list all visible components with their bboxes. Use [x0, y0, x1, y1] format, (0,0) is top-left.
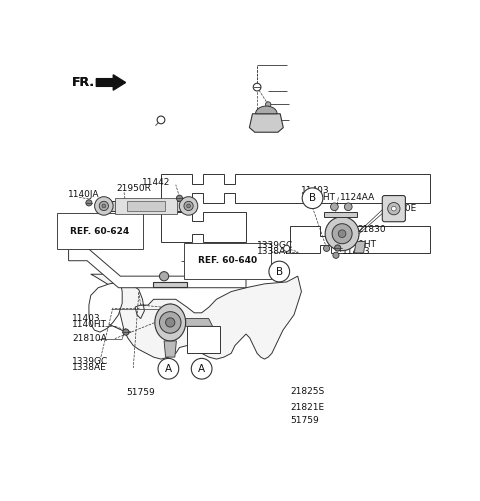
Circle shape [158, 358, 179, 379]
Polygon shape [91, 274, 301, 359]
Circle shape [331, 203, 338, 210]
Text: 11442: 11442 [142, 177, 170, 186]
FancyBboxPatch shape [382, 195, 406, 222]
Circle shape [324, 245, 330, 252]
Polygon shape [290, 226, 430, 253]
Circle shape [86, 200, 92, 206]
Circle shape [253, 83, 261, 91]
Text: 21810A: 21810A [72, 334, 107, 343]
Polygon shape [161, 174, 430, 203]
Circle shape [333, 252, 339, 259]
Circle shape [338, 230, 346, 237]
Text: FR.: FR. [72, 76, 96, 89]
Polygon shape [155, 304, 186, 341]
Text: 1140HT: 1140HT [301, 192, 336, 201]
Text: A: A [198, 364, 205, 374]
Polygon shape [250, 114, 283, 132]
Text: 21830: 21830 [357, 225, 385, 234]
Circle shape [284, 245, 290, 252]
Polygon shape [161, 212, 246, 242]
Polygon shape [89, 282, 122, 332]
Text: REF. 60-624: REF. 60-624 [71, 227, 130, 236]
Text: B: B [276, 267, 283, 277]
Circle shape [265, 102, 271, 107]
Text: 1124AA: 1124AA [340, 192, 375, 201]
Text: B: B [309, 193, 316, 203]
Circle shape [95, 197, 113, 215]
Text: 11403: 11403 [301, 186, 330, 195]
Text: 1338AE: 1338AE [72, 363, 107, 372]
Text: 21950R: 21950R [116, 184, 151, 193]
Circle shape [157, 116, 165, 124]
Circle shape [159, 272, 168, 281]
Circle shape [99, 201, 108, 210]
Polygon shape [127, 200, 166, 211]
Polygon shape [187, 326, 220, 353]
Circle shape [176, 195, 182, 201]
Text: 1140HT: 1140HT [342, 240, 377, 249]
Circle shape [345, 203, 352, 210]
Circle shape [325, 217, 359, 250]
Text: 11403: 11403 [72, 314, 101, 323]
Text: 1339GC: 1339GC [72, 357, 108, 366]
Circle shape [335, 245, 341, 251]
Circle shape [123, 329, 129, 335]
Circle shape [269, 261, 289, 282]
Text: 1339GC: 1339GC [257, 241, 293, 250]
Polygon shape [153, 283, 187, 287]
Text: REF. 60-640: REF. 60-640 [198, 256, 257, 265]
Text: 21825S: 21825S [290, 387, 324, 396]
Polygon shape [115, 198, 177, 213]
Text: 1140JA: 1140JA [68, 190, 99, 199]
Text: 51759: 51759 [290, 416, 319, 425]
Text: 51759: 51759 [127, 388, 156, 397]
Text: 1140HT: 1140HT [72, 320, 108, 329]
Circle shape [184, 201, 193, 210]
Polygon shape [324, 212, 358, 217]
Text: 11403: 11403 [342, 246, 371, 256]
Circle shape [166, 318, 175, 327]
Text: FR.: FR. [72, 76, 96, 89]
Circle shape [388, 202, 400, 215]
Polygon shape [255, 106, 277, 114]
Circle shape [102, 204, 106, 208]
Polygon shape [354, 241, 365, 253]
Circle shape [187, 204, 191, 208]
Text: A: A [165, 364, 172, 374]
Circle shape [159, 312, 181, 333]
Circle shape [392, 206, 396, 211]
Text: 21821E: 21821E [290, 403, 324, 412]
Circle shape [192, 358, 212, 379]
Polygon shape [164, 341, 176, 357]
Circle shape [332, 224, 352, 243]
Circle shape [302, 188, 323, 208]
Text: 21880E: 21880E [383, 204, 417, 213]
Circle shape [180, 197, 198, 215]
Text: 1338AE: 1338AE [257, 247, 292, 257]
Polygon shape [96, 75, 126, 90]
Polygon shape [104, 200, 189, 211]
Polygon shape [69, 249, 246, 288]
Polygon shape [186, 319, 213, 326]
